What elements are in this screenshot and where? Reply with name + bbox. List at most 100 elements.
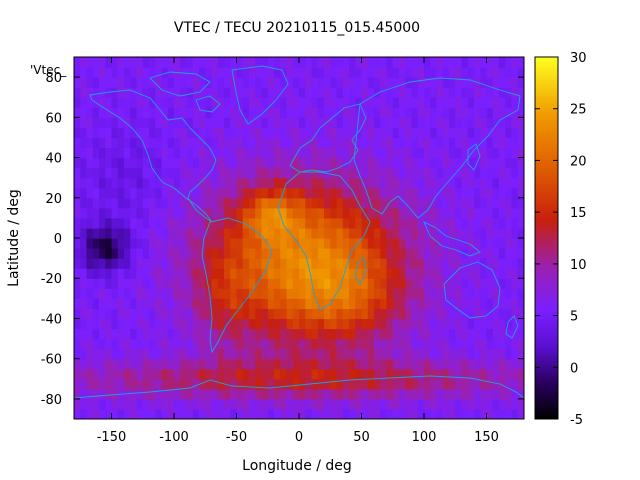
heatmap-cell: [361, 107, 369, 118]
heatmap-cell: [99, 57, 106, 68]
heatmap-cell: [405, 167, 413, 179]
heatmap-cell: [299, 318, 306, 330]
heatmap-cell: [180, 127, 188, 139]
heatmap-cell: [186, 157, 194, 169]
heatmap-cell: [492, 97, 500, 108]
heatmap-cell: [430, 338, 438, 350]
heatmap-cell: [336, 87, 344, 98]
heatmap-cell: [274, 408, 281, 419]
heatmap-cell: [492, 187, 500, 199]
heatmap-cell: [330, 107, 338, 118]
heatmap-cell: [130, 348, 138, 360]
heatmap-cell: [236, 117, 244, 128]
heatmap-cell: [480, 197, 488, 209]
heatmap-cell: [180, 227, 188, 239]
heatmap-cell: [292, 258, 300, 269]
heatmap-cell: [380, 137, 388, 149]
heatmap-cell: [274, 77, 281, 88]
heatmap-cell: [199, 57, 206, 68]
heatmap-cell: [211, 238, 219, 249]
heatmap-cell: [111, 147, 119, 159]
heatmap-cell: [161, 298, 169, 309]
heatmap-cell: [292, 278, 300, 289]
heatmap-cell: [99, 358, 106, 370]
heatmap-cell: [105, 268, 113, 279]
heatmap-cell: [392, 308, 400, 320]
heatmap-cell: [417, 77, 425, 88]
heatmap-cell: [380, 117, 388, 128]
heatmap-cell: [274, 238, 281, 249]
heatmap-cell: [380, 248, 388, 259]
heatmap-cell: [80, 328, 88, 340]
heatmap-cell: [480, 328, 488, 340]
heatmap-cell: [130, 288, 138, 299]
heatmap-cell: [255, 167, 263, 179]
heatmap-cell: [505, 278, 513, 289]
heatmap-cell: [311, 117, 319, 128]
heatmap-cell: [367, 358, 375, 370]
heatmap-cell: [380, 328, 388, 340]
heatmap-cell: [161, 248, 169, 259]
heatmap-cell: [474, 298, 481, 309]
heatmap-cell: [280, 207, 288, 219]
heatmap-cell: [355, 127, 363, 139]
heatmap-cell: [480, 358, 488, 370]
heatmap-cell: [111, 97, 119, 108]
heatmap-cell: [74, 157, 81, 169]
heatmap-cell: [86, 328, 94, 340]
heatmap-cell: [355, 278, 363, 289]
heatmap-cell: [511, 67, 519, 78]
heatmap-cell: [292, 238, 300, 249]
heatmap-cell: [336, 358, 344, 370]
heatmap-cell: [511, 408, 519, 419]
heatmap-cell: [274, 187, 281, 199]
heatmap-cell: [230, 177, 238, 189]
heatmap-cell: [486, 137, 494, 149]
heatmap-cell: [417, 187, 425, 199]
heatmap-cell: [117, 97, 125, 108]
heatmap-cell: [399, 278, 406, 289]
heatmap-cell: [374, 77, 381, 88]
heatmap-cell: [505, 137, 513, 149]
heatmap-cell: [155, 187, 163, 199]
heatmap-cell: [324, 227, 331, 239]
heatmap-cell: [174, 97, 181, 108]
heatmap-cell: [149, 388, 156, 400]
heatmap-cell: [417, 127, 425, 139]
heatmap-cell: [286, 57, 294, 68]
heatmap-cell: [224, 97, 231, 108]
heatmap-cell: [305, 117, 313, 128]
heatmap-cell: [317, 368, 325, 380]
heatmap-cell: [130, 268, 138, 279]
heatmap-cell: [511, 308, 519, 320]
heatmap-cell: [461, 227, 469, 239]
heatmap-cell: [367, 348, 375, 360]
heatmap-cell: [399, 288, 406, 299]
heatmap-cell: [92, 328, 100, 340]
heatmap-cell: [324, 87, 331, 98]
heatmap-cell: [136, 87, 144, 98]
heatmap-cell: [486, 398, 494, 410]
heatmap-cell: [386, 87, 394, 98]
heatmap-cell: [99, 308, 106, 320]
heatmap-cell: [92, 157, 100, 169]
heatmap-cell: [467, 248, 475, 259]
heatmap-cell: [367, 127, 375, 139]
heatmap-cell: [467, 278, 475, 289]
heatmap-cell: [305, 318, 313, 330]
heatmap-cell: [211, 147, 219, 159]
heatmap-cell: [299, 197, 306, 209]
heatmap-cell: [461, 117, 469, 128]
heatmap-cell: [449, 77, 456, 88]
heatmap-cell: [136, 137, 144, 149]
heatmap-cell: [261, 358, 269, 370]
heatmap-cell: [117, 207, 125, 219]
heatmap-cell: [80, 217, 88, 229]
heatmap-cell: [274, 398, 281, 410]
heatmap-cell: [167, 187, 175, 199]
heatmap-cell: [280, 167, 288, 179]
heatmap-cell: [92, 57, 100, 68]
heatmap-cell: [442, 137, 450, 149]
heatmap-cell: [299, 388, 306, 400]
heatmap-cell: [386, 408, 394, 419]
